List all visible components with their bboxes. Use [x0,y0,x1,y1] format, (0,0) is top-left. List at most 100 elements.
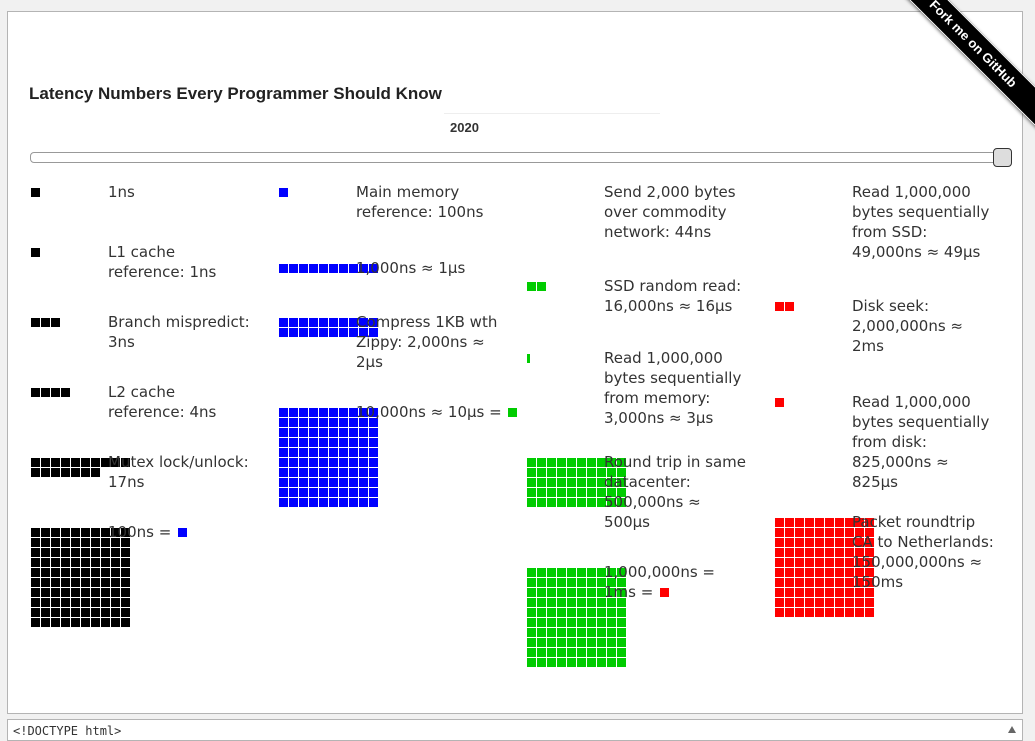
latency-square [617,598,626,607]
latency-square [607,458,616,467]
latency-square [329,458,338,467]
latency-label-line: from memory: [604,389,711,407]
latency-square [785,538,794,547]
latency-square [91,568,100,577]
latency-square [289,318,298,327]
latency-label-line: bytes sequentially [852,203,990,221]
latency-square [359,264,368,273]
latency-square [319,478,328,487]
latency-label-line: bytes sequentially [604,369,742,387]
equivalence-square-icon [660,588,670,597]
latency-square [31,618,40,627]
latency-square [527,588,536,597]
latency-square [795,608,804,617]
year-slider-track[interactable] [30,152,1006,163]
latency-square [71,608,80,617]
latency-square [557,588,566,597]
latency-square [329,428,338,437]
latency-square [865,598,874,607]
latency-square [289,438,298,447]
latency-square [279,418,288,427]
latency-square [577,608,586,617]
latency-square [319,408,328,417]
latency-label-line: 2µs [356,353,383,371]
latency-label: Branch mispredict: 3ns [108,312,250,352]
latency-square [319,328,328,337]
latency-square [299,458,308,467]
latency-square [349,478,358,487]
latency-square [557,628,566,637]
latency-label-line: SSD random read: [604,277,742,295]
latency-square [795,548,804,557]
latency-square [41,468,50,477]
latency-square [597,638,606,647]
latency-square [121,538,130,547]
latency-label-line: Packet roundtrip [852,513,976,531]
latency-square [835,538,844,547]
latency-square [61,578,70,587]
latency-square [835,548,844,557]
latency-label-line: 3ns [108,333,135,351]
latency-square [279,468,288,477]
latency-square [121,588,130,597]
latency-square [577,568,586,577]
latency-square [111,568,120,577]
latency-square [349,438,358,447]
latency-square [607,578,616,587]
latency-square [339,458,348,467]
latency-square [369,264,378,273]
latency-square [587,638,596,647]
latency-square [567,648,576,657]
latency-square [299,318,308,327]
latency-label-line: 150ms [852,573,904,591]
latency-label-line: CA to Netherlands: [852,533,994,551]
latency-square [527,498,536,507]
latency-square [577,598,586,607]
latency-square [855,518,864,527]
latency-square [607,568,616,577]
latency-square [775,538,784,547]
latency-square [279,478,288,487]
latency-square [547,488,556,497]
latency-label-line: 825µs [852,473,898,491]
latency-square [547,598,556,607]
latency-square [607,598,616,607]
latency-square [121,568,130,577]
latency-square [587,468,596,477]
latency-square [865,538,874,547]
latency-square [607,478,616,487]
latency-square [121,528,130,537]
latency-square [825,568,834,577]
latency-square [845,548,854,557]
scroll-up-arrow-icon[interactable] [1008,726,1016,733]
latency-label-line: Zippy: 2,000ns ≈ [356,333,485,351]
latency-square [785,548,794,557]
editor-first-line: <!DOCTYPE html> [13,724,122,738]
code-editor-strip[interactable]: <!DOCTYPE html> [7,719,1023,741]
latency-square [359,408,368,417]
latency-square [289,498,298,507]
latency-square [597,658,606,667]
latency-square [91,558,100,567]
latency-square [825,518,834,527]
latency-square [815,588,824,597]
latency-square [617,568,626,577]
latency-label-line: reference: 4ns [108,403,217,421]
latency-square [299,428,308,437]
latency-square [31,248,40,257]
latency-square [607,468,616,477]
latency-label-line: Read 1,000,000 [852,183,971,201]
latency-square [527,468,536,477]
year-display: 2020 [444,113,660,135]
year-slider-handle[interactable] [993,148,1012,167]
year-label: 2020 [450,120,479,135]
latency-square [111,548,120,557]
latency-square [339,488,348,497]
latency-square [349,264,358,273]
latency-square [339,428,348,437]
latency-square [51,468,60,477]
latency-label-line: Branch mispredict: [108,313,250,331]
latency-square [537,648,546,657]
latency-square [111,458,120,467]
latency-square [527,648,536,657]
